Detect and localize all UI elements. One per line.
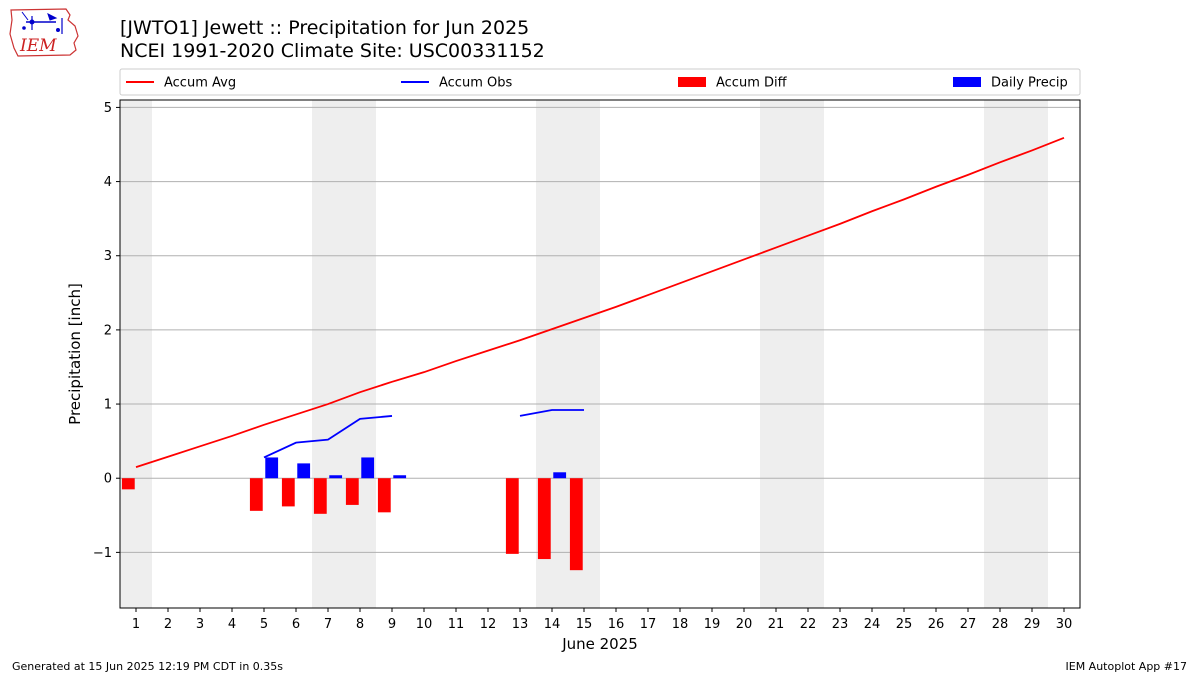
weekend-band-22 [792, 100, 824, 608]
accum-diff-bar-9 [377, 478, 391, 513]
series-lines [135, 136, 1065, 468]
x-tick-label-29: 29 [1024, 617, 1041, 632]
x-tick-label-28: 28 [992, 617, 1009, 632]
chart-title: [JWTO1] Jewett :: Precipitation for Jun … [120, 17, 530, 39]
x-tick-label-17: 17 [640, 617, 657, 632]
accum-diff-bar-13 [505, 478, 519, 554]
x-tick-label-15: 15 [576, 617, 593, 632]
daily-precip-bar-5 [265, 457, 279, 479]
legend-label-daily-precip: Daily Precip [991, 76, 1068, 91]
plot-frame [119, 99, 1081, 609]
y-axis-ticks: −1 0 1 2 3 4 5 [93, 101, 120, 561]
x-tick-label-1: 1 [132, 617, 140, 632]
y-tick-label-1: 1 [104, 398, 112, 413]
daily-precip-bars [265, 457, 567, 479]
accum-diff-bar-14 [537, 478, 551, 560]
legend-swatch-accum-diff [678, 77, 706, 87]
accum-diff-bar-7 [313, 478, 327, 514]
accum-diff-bar-15 [569, 478, 583, 571]
y-tick-label-0: 0 [104, 472, 112, 487]
y-axis-label: Precipitation [inch] [66, 283, 84, 425]
y-tick-label-4: 4 [104, 175, 112, 190]
daily-precip-bar-8 [361, 457, 375, 479]
weekend-band-7 [312, 100, 344, 608]
iem-logo: IEM [9, 8, 79, 57]
x-tick-label-19: 19 [704, 617, 721, 632]
legend-frame [119, 68, 1081, 96]
x-tick-label-6: 6 [292, 617, 300, 632]
x-tick-label-14: 14 [544, 617, 561, 632]
x-tick-label-25: 25 [896, 617, 913, 632]
accum-avg-line [135, 136, 1065, 468]
weekend-band-28 [984, 100, 1016, 608]
footer-app: IEM Autoplot App #17 [1065, 660, 1188, 673]
grid-lines [120, 106, 1080, 553]
weather-instruments-icon [21, 11, 63, 34]
x-tick-label-9: 9 [388, 617, 396, 632]
footer-generated: Generated at 15 Jun 2025 12:19 PM CDT in… [12, 660, 284, 673]
x-tick-label-22: 22 [800, 617, 817, 632]
iowa-outline-icon [9, 8, 79, 57]
daily-precip-bar-6 [297, 463, 311, 479]
x-axis-ticks: 1 2 3 4 5 6 7 8 9 10 11 12 13 14 15 16 17 18 19 20 21 22 23 24 2… [132, 608, 1072, 632]
x-tick-label-11: 11 [448, 617, 465, 632]
x-tick-label-13: 13 [512, 617, 529, 632]
y-tick-label-2: 2 [104, 323, 112, 338]
daily-precip-bar-14 [553, 472, 567, 479]
accum-obs-line-segment-2 [519, 409, 584, 417]
x-tick-label-21: 21 [768, 617, 785, 632]
weekend-bands [120, 100, 1048, 608]
x-tick-label-30: 30 [1056, 617, 1073, 632]
x-tick-label-27: 27 [960, 617, 977, 632]
x-tick-label-10: 10 [416, 617, 433, 632]
x-tick-label-23: 23 [832, 617, 849, 632]
y-tick-label-3: 3 [104, 249, 112, 264]
legend-label-accum-obs: Accum Obs [439, 76, 512, 91]
x-tick-label-4: 4 [228, 617, 236, 632]
x-tick-label-8: 8 [356, 617, 364, 632]
x-tick-label-5: 5 [260, 617, 268, 632]
x-tick-label-18: 18 [672, 617, 689, 632]
logo-text: IEM [19, 36, 57, 56]
x-axis-label: June 2025 [561, 635, 638, 653]
daily-precip-bar-7 [329, 475, 343, 479]
legend-swatch-daily-precip [953, 77, 981, 87]
y-tick-label-5: 5 [104, 101, 112, 116]
daily-precip-bar-9 [393, 475, 407, 479]
accum-diff-bar-8 [345, 478, 359, 505]
x-tick-label-24: 24 [864, 617, 881, 632]
weekend-band-8 [344, 100, 376, 608]
accum-diff-bar-1 [121, 478, 135, 490]
chart-subtitle: NCEI 1991-2020 Climate Site: USC00331152 [120, 40, 545, 62]
weekend-band-1 [120, 100, 152, 608]
x-tick-label-26: 26 [928, 617, 945, 632]
accum-diff-bar-5 [249, 478, 263, 511]
accum-diff-bars [121, 478, 583, 571]
y-tick-label--1: −1 [93, 546, 112, 561]
x-tick-label-12: 12 [480, 617, 497, 632]
weekend-band-29 [1016, 100, 1048, 608]
legend: Accum Avg Accum Obs Accum Diff Daily Precip [119, 68, 1081, 96]
x-tick-label-2: 2 [164, 617, 172, 632]
x-tick-label-7: 7 [324, 617, 332, 632]
accum-diff-bar-6 [281, 478, 295, 507]
weekend-band-21 [760, 100, 792, 608]
accum-obs-line-segment-1 [263, 415, 393, 459]
x-tick-label-20: 20 [736, 617, 753, 632]
legend-label-accum-diff: Accum Diff [716, 76, 788, 91]
legend-label-accum-avg: Accum Avg [164, 76, 236, 91]
x-tick-label-16: 16 [608, 617, 625, 632]
x-tick-label-3: 3 [196, 617, 204, 632]
